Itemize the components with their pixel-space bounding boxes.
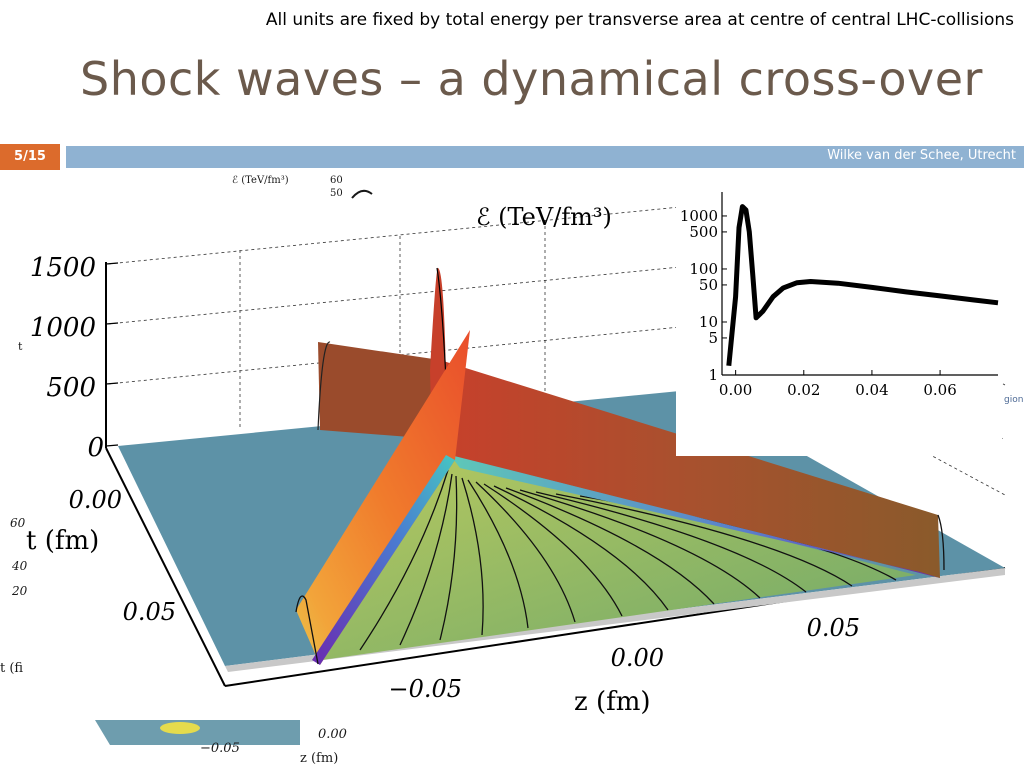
x-tick-005: 0.05 [807, 614, 860, 642]
inset-y-tick-label: 5 [708, 329, 718, 347]
shock-wave-right-edge [450, 455, 940, 578]
shock-wave-figure: ℰ (TeV/fm³) 60 50 t 60 40 20 t (fi 0.00 … [0, 175, 1023, 766]
bg-label-60b: 60 [10, 516, 26, 530]
t-tick-005: 0.05 [123, 598, 176, 626]
page-number: 5/15 [0, 144, 60, 170]
floor-edge [225, 568, 1005, 672]
bg-label-t: t [18, 340, 23, 353]
bg-label-0: 0.00 [318, 727, 347, 742]
z-tick-500: 500 [46, 373, 96, 403]
bg-label-gion: gion [1004, 395, 1023, 405]
t-axis-label: t (fm) [26, 526, 99, 556]
inset-y-tick-label: 500 [689, 223, 718, 241]
inset-x-tick-label: 0.02 [787, 381, 820, 399]
inset-y-tick-label: 1 [708, 366, 718, 384]
x-axis-label: z (fm) [574, 687, 651, 717]
bg-label-50: 50 [330, 188, 343, 199]
inset-y-tick-label: 1000 [680, 207, 718, 225]
bg-label-neg: −0.05 [200, 741, 240, 756]
inset-x-tick-label: 0.06 [923, 381, 956, 399]
bg-label-60: 60 [330, 175, 343, 186]
bg-label-z: z (fm) [300, 751, 338, 766]
bg-label-20: 20 [11, 584, 28, 598]
units-note: All units are fixed by total energy per … [265, 10, 1014, 30]
author-credit: Wilke van der Schee, Utrecht [827, 148, 1016, 163]
z-tick-0: 0 [87, 433, 104, 463]
x-tick-neg005: −0.05 [388, 675, 462, 703]
inset-y-tick-label: 10 [699, 313, 718, 331]
energy-axis-label: ℰ (TeV/fm³) [476, 203, 612, 231]
axis-ticks [105, 262, 119, 447]
shock-wave-back [318, 342, 448, 440]
inset-energy-curve [726, 204, 999, 366]
background-plot-remnants: ℰ (TeV/fm³) 60 50 t 60 40 20 t (fi 0.00 … [0, 175, 1023, 766]
x-tick-000: 0.00 [611, 644, 664, 672]
inset-y-tick-label: 100 [689, 260, 718, 278]
z-tick-1500: 1500 [30, 253, 96, 283]
inset-x-tick-label: 0.00 [719, 381, 752, 399]
z-tick-1000: 1000 [30, 313, 96, 343]
shock-wave-left-edge [312, 455, 455, 665]
inset-y-tick-label: 50 [699, 276, 718, 294]
shock-wave-right [440, 360, 940, 578]
shock-wave-left [296, 330, 470, 665]
contour-lines [359, 469, 897, 651]
inset-x-tick-label: 0.04 [855, 381, 888, 399]
header-bar [66, 146, 1024, 168]
bg-label-tfm: t (fi [0, 661, 23, 676]
bg-label-40: 40 [11, 559, 28, 573]
bg-label-energy: ℰ (TeV/fm³) [232, 175, 289, 186]
slide-title: Shock waves – a dynamical cross-over [80, 52, 983, 106]
t-tick-0: 0.00 [69, 486, 122, 514]
